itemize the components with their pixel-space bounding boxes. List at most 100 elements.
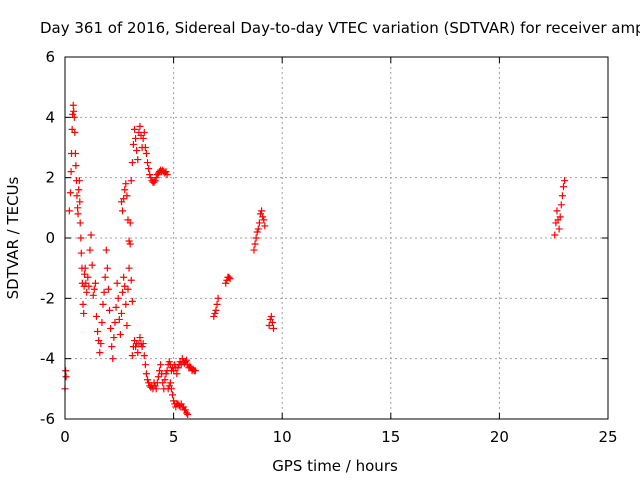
data-point	[154, 373, 162, 381]
data-point	[81, 264, 89, 272]
data-point	[119, 207, 127, 215]
data-point	[183, 409, 191, 417]
data-point	[77, 249, 85, 257]
data-point	[87, 231, 95, 239]
data-point	[556, 213, 564, 221]
data-point	[170, 397, 178, 405]
data-point	[162, 168, 170, 176]
data-point	[70, 113, 78, 121]
axis-ticks: 0 5 10 15 20 25 -6 -4 -2 0 2 4 6	[40, 48, 618, 446]
data-point	[136, 122, 144, 130]
data-point	[251, 240, 259, 248]
data-point	[80, 309, 88, 317]
data-point	[73, 192, 81, 200]
data-point	[258, 207, 266, 215]
data-point	[75, 177, 83, 185]
x-tick-label: 10	[273, 428, 292, 446]
y-tick-label: -4	[40, 350, 55, 368]
data-point	[267, 312, 275, 320]
data-point	[122, 300, 130, 308]
data-point	[128, 159, 136, 167]
x-tick-label: 0	[60, 428, 70, 446]
data-point	[260, 216, 268, 224]
chart-title: Day 361 of 2016, Sidereal Day-to-day VTE…	[40, 19, 640, 37]
data-point	[120, 195, 128, 203]
data-point	[557, 201, 565, 209]
data-point	[75, 186, 83, 194]
data-point	[126, 219, 134, 227]
data-point	[222, 279, 230, 287]
data-point	[139, 134, 147, 142]
data-point	[121, 282, 129, 290]
data-point	[71, 128, 79, 136]
data-point	[210, 312, 218, 320]
data-point	[88, 261, 96, 269]
data-point	[142, 370, 150, 378]
data-point	[225, 273, 233, 281]
data-point	[131, 125, 139, 133]
data-point	[98, 318, 106, 326]
data-point	[94, 328, 102, 336]
data-point	[133, 147, 141, 155]
data-point	[90, 285, 98, 293]
data-point	[81, 270, 89, 278]
data-point	[128, 297, 136, 305]
data-point	[101, 273, 109, 281]
data-point	[178, 355, 186, 363]
data-point	[255, 219, 263, 227]
data-point	[128, 352, 136, 360]
data-point	[561, 177, 569, 185]
data-point	[157, 361, 165, 369]
data-point	[174, 364, 182, 372]
data-point	[134, 349, 142, 357]
data-point	[62, 373, 70, 381]
data-point	[259, 213, 267, 221]
data-point	[165, 358, 173, 366]
data-point	[77, 234, 85, 242]
data-point	[74, 210, 82, 218]
data-point	[127, 177, 135, 185]
data-point	[96, 349, 104, 357]
data-point	[139, 340, 147, 348]
y-tick-label: 2	[45, 169, 55, 187]
data-point	[123, 321, 131, 329]
data-point	[114, 294, 122, 302]
data-point	[141, 361, 149, 369]
data-point	[173, 370, 181, 378]
data-point	[92, 312, 100, 320]
data-point	[99, 300, 107, 308]
data-point	[123, 192, 131, 200]
data-point	[252, 234, 260, 242]
data-point	[116, 331, 124, 339]
data-point	[140, 352, 148, 360]
data-point	[152, 385, 160, 393]
data-point	[191, 367, 199, 375]
data-point	[107, 325, 115, 332]
data-point	[132, 343, 140, 351]
data-point	[66, 189, 74, 197]
data-point	[254, 225, 262, 233]
data-point	[102, 246, 110, 254]
data-point	[182, 406, 190, 414]
data-point	[121, 186, 129, 194]
data-point	[150, 178, 158, 186]
data-point	[211, 309, 219, 317]
data-point	[86, 246, 94, 254]
data-point	[119, 288, 127, 296]
y-tick-label: -2	[40, 289, 55, 307]
data-point	[166, 379, 174, 387]
data-point	[124, 285, 132, 293]
data-point	[97, 340, 105, 348]
data-point	[69, 101, 77, 109]
data-point	[558, 192, 566, 200]
data-point	[129, 140, 137, 148]
data-point	[113, 279, 121, 287]
data-point	[213, 300, 221, 308]
data-point	[151, 177, 159, 185]
data-point	[127, 276, 135, 284]
data-point	[146, 171, 154, 179]
data-points	[61, 101, 569, 418]
data-point	[112, 303, 120, 311]
data-point	[82, 279, 90, 287]
